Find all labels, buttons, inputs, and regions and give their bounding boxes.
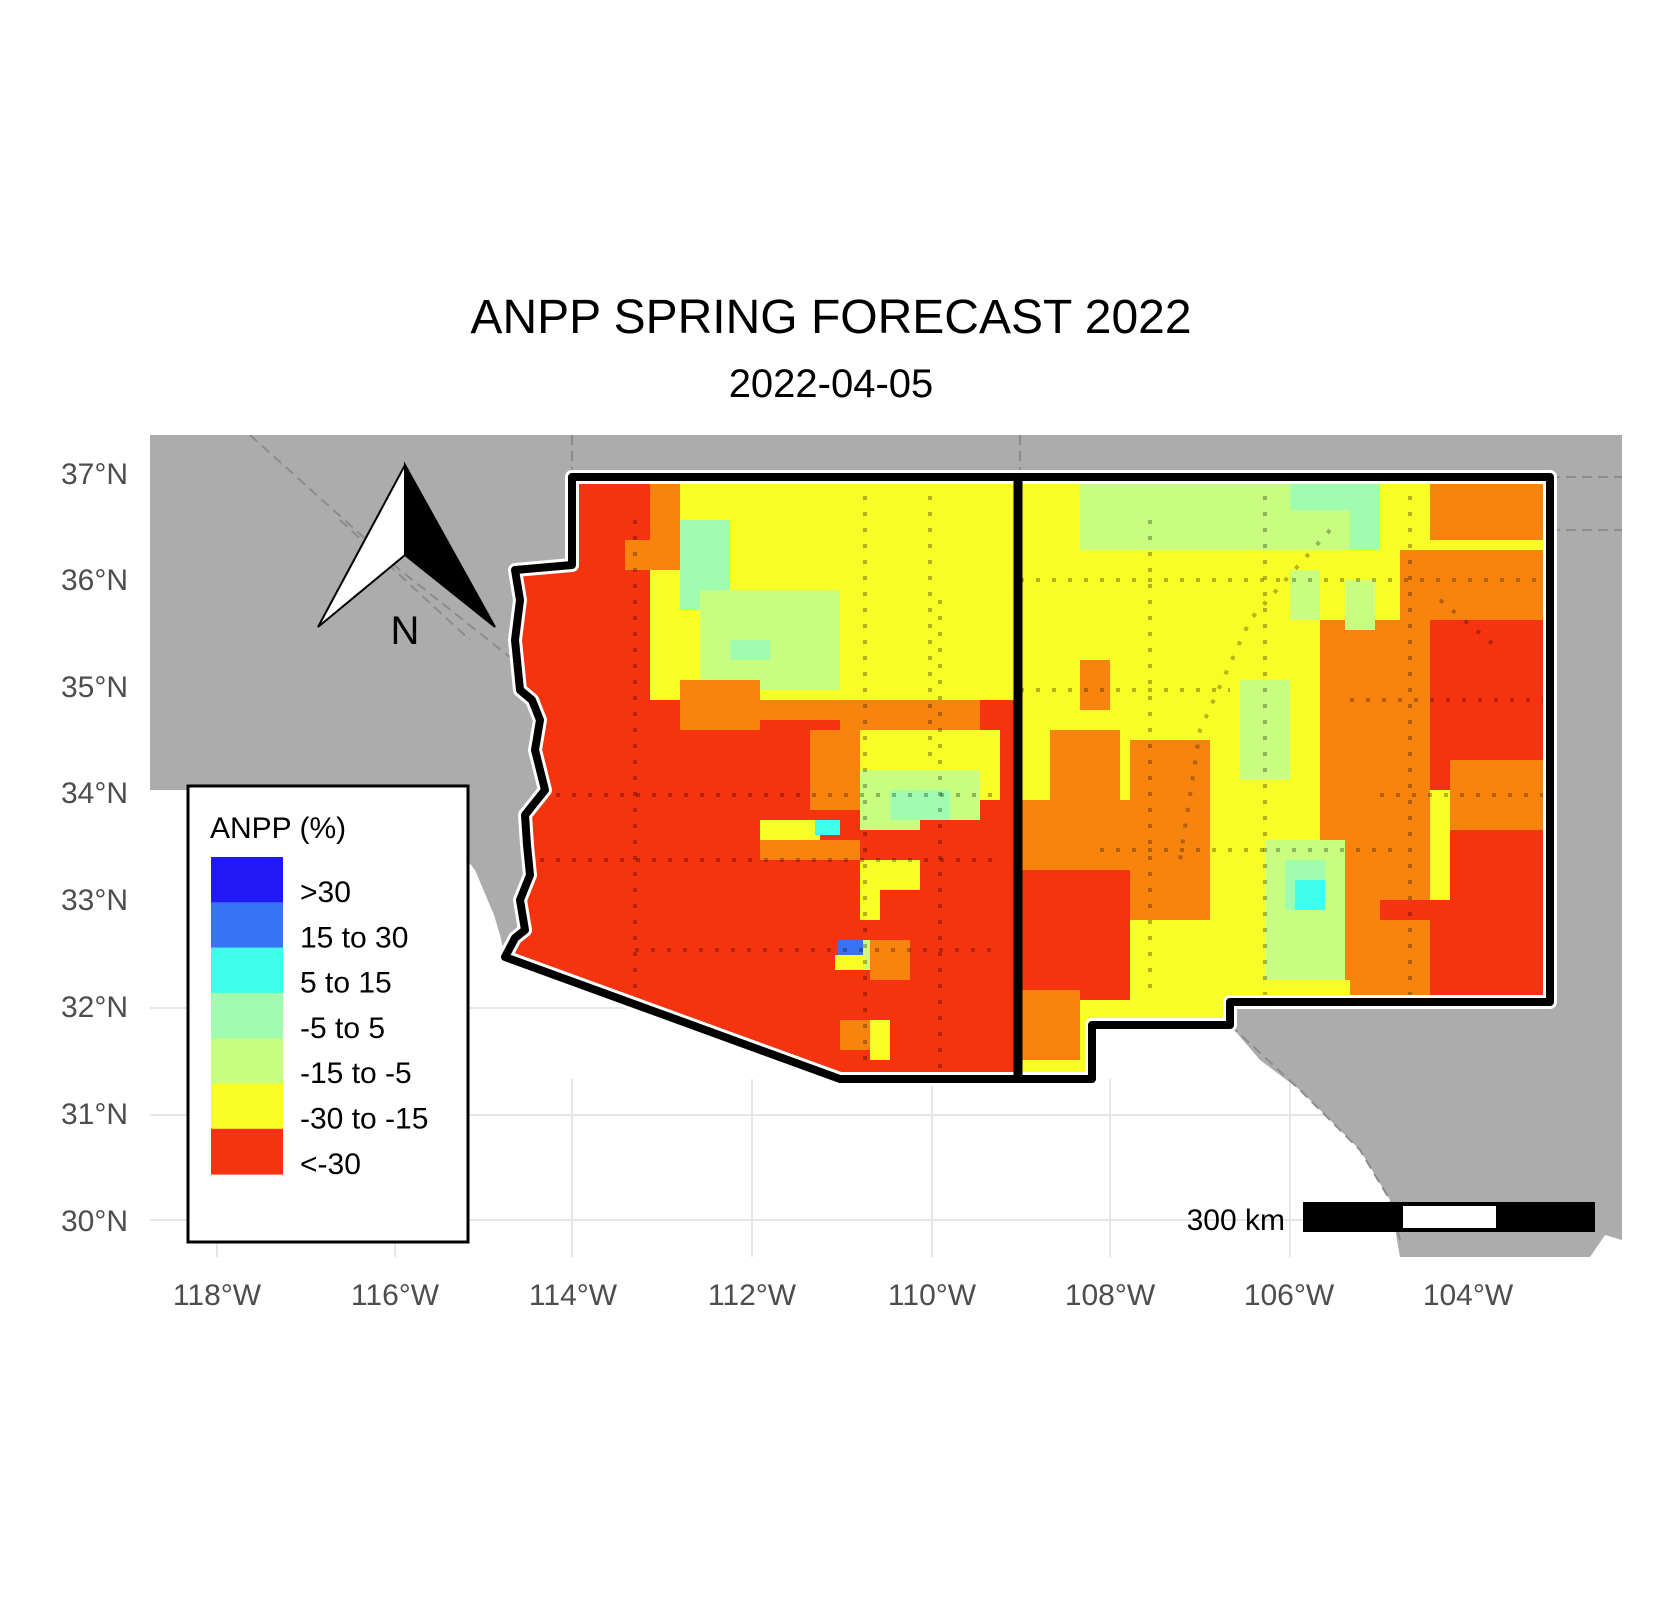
raster-cell (760, 840, 860, 860)
raster-cell (1295, 880, 1325, 910)
legend-swatch (211, 1083, 283, 1130)
raster-cell (1020, 990, 1080, 1060)
raster-cell (760, 820, 820, 840)
x-tick-label: 112°W (708, 1279, 797, 1312)
y-tick-label: 37°N (61, 458, 128, 491)
raster-cell (625, 540, 655, 570)
x-tick-label: 106°W (1244, 1279, 1335, 1312)
legend-swatch (211, 1128, 283, 1175)
map-subtitle: 2022-04-05 (728, 362, 934, 406)
roads-overlay (540, 480, 1550, 1070)
y-tick-label: 32°N (61, 991, 128, 1024)
legend-swatch (211, 992, 283, 1039)
raster-cell (840, 1020, 870, 1050)
raster-cell (1240, 680, 1290, 780)
y-axis: 37°N 36°N 35°N 34°N 33°N 32°N 31°N 30°N (61, 458, 128, 1238)
raster-cell (1430, 480, 1550, 540)
x-tick-label: 110°W (888, 1279, 977, 1312)
legend-label: -15 to -5 (300, 1057, 412, 1090)
raster-cell (870, 940, 910, 980)
legend-label: 5 to 15 (300, 967, 392, 1000)
legend-label: 15 to 30 (300, 921, 408, 954)
land-background (150, 435, 1622, 1257)
x-tick-label: 114°W (529, 1279, 618, 1312)
north-arrow-label: N (391, 609, 420, 653)
y-tick-label: 36°N (61, 564, 128, 597)
legend-swatch (211, 902, 283, 949)
raster-cell (1450, 760, 1550, 840)
legend-label: >30 (300, 876, 351, 909)
y-tick-label: 33°N (61, 884, 128, 917)
scale-bar-label: 300 km (1187, 1204, 1285, 1237)
legend-title: ANPP (%) (210, 812, 346, 845)
y-tick-label: 31°N (61, 1098, 128, 1131)
raster-cell (870, 1020, 890, 1060)
x-tick-label: 108°W (1065, 1279, 1156, 1312)
map-title: ANPP SPRING FORECAST 2022 (470, 291, 1192, 344)
y-tick-label: 30°N (61, 1205, 128, 1238)
legend-swatch (211, 857, 283, 903)
raster-cell (838, 940, 863, 955)
raster-cell (1020, 870, 1130, 1000)
x-axis: 118°W 116°W 114°W 112°W 110°W 108°W 106°… (173, 1279, 1514, 1312)
scale-bar: 300 km (1187, 1202, 1595, 1237)
raster-cell (920, 820, 1020, 1079)
legend-swatch (211, 1038, 283, 1084)
raster-cell (835, 955, 865, 970)
raster-cell (1345, 580, 1375, 630)
x-tick-label: 104°W (1423, 1279, 1514, 1312)
legend-swatch (211, 947, 283, 994)
raster-cell (890, 790, 950, 820)
y-tick-label: 35°N (61, 671, 128, 704)
raster-cell (730, 640, 770, 660)
x-tick-label: 118°W (173, 1279, 262, 1312)
state-outlines (498, 470, 1557, 1086)
north-arrow-icon: N (317, 461, 496, 653)
raster-cell (1350, 920, 1430, 1000)
legend: ANPP (%) >30 15 to 30 5 to 15 -5 to 5 -15 to… (186, 784, 470, 1244)
anpp-raster (505, 477, 1550, 1079)
raster-cell (1080, 660, 1110, 710)
x-tick-label: 116°W (351, 1279, 440, 1312)
y-tick-label: 34°N (61, 777, 128, 810)
raster-cell (680, 680, 760, 730)
legend-label: -5 to 5 (300, 1012, 385, 1045)
legend-label: <-30 (300, 1148, 361, 1181)
raster-cell (1290, 570, 1320, 620)
legend-label: -30 to -15 (300, 1103, 428, 1136)
raster-cell (810, 730, 860, 810)
raster-cell (1090, 1030, 1260, 1065)
raster-cell (815, 820, 840, 835)
raster-cell (1350, 490, 1380, 550)
raster-cell (1130, 740, 1210, 920)
legend-keys: >30 15 to 30 5 to 15 -5 to 5 -15 to -5 -30 to… (211, 857, 428, 1181)
